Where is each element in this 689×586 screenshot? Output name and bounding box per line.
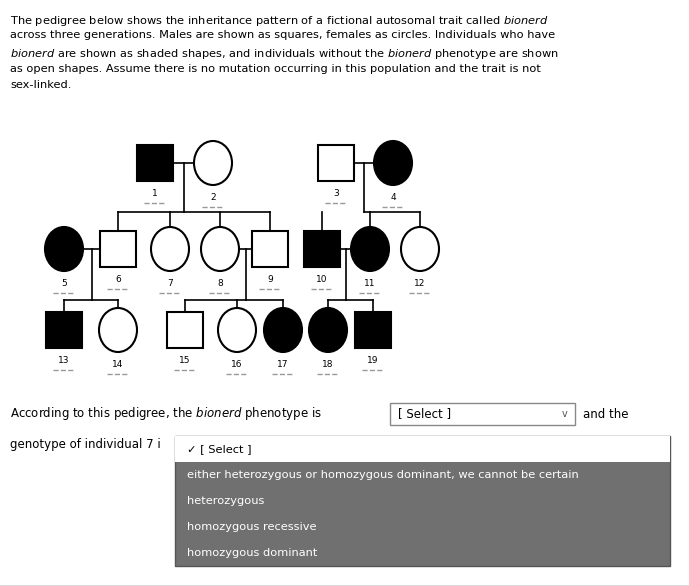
Bar — [100, 231, 136, 267]
Text: 6: 6 — [115, 275, 121, 284]
Text: 9: 9 — [267, 275, 273, 284]
Text: homozygous recessive: homozygous recessive — [187, 522, 316, 532]
Ellipse shape — [201, 227, 239, 271]
Text: 8: 8 — [217, 279, 223, 288]
Text: $\it{bionerd}$ are shown as shaded shapes, and individuals without the $\it{bion: $\it{bionerd}$ are shown as shaded shape… — [10, 47, 559, 61]
Text: 1: 1 — [152, 189, 158, 198]
Text: The pedigree below shows the inheritance pattern of a fictional autosomal trait : The pedigree below shows the inheritance… — [10, 14, 548, 28]
Text: 17: 17 — [277, 360, 289, 369]
Bar — [175, 436, 670, 462]
Text: genotype of individual 7 i: genotype of individual 7 i — [10, 438, 161, 451]
Ellipse shape — [264, 308, 302, 352]
Text: as open shapes. Assume there is no mutation occurring in this population and the: as open shapes. Assume there is no mutat… — [10, 63, 541, 73]
Text: 10: 10 — [316, 275, 328, 284]
Text: 12: 12 — [414, 279, 426, 288]
Text: 4: 4 — [390, 193, 395, 202]
Ellipse shape — [218, 308, 256, 352]
Text: 7: 7 — [167, 279, 173, 288]
Ellipse shape — [351, 227, 389, 271]
Bar — [318, 145, 354, 181]
Text: 13: 13 — [59, 356, 70, 365]
Bar — [46, 312, 82, 348]
Bar — [252, 231, 288, 267]
Text: across three generations. Males are shown as squares, females as circles. Indivi: across three generations. Males are show… — [10, 30, 555, 40]
Text: homozygous dominant: homozygous dominant — [187, 548, 318, 558]
Bar — [304, 231, 340, 267]
Bar — [355, 312, 391, 348]
Ellipse shape — [374, 141, 412, 185]
Bar — [390, 403, 575, 425]
Text: heterozygous: heterozygous — [187, 496, 265, 506]
Bar — [175, 436, 670, 566]
Ellipse shape — [151, 227, 189, 271]
Text: 19: 19 — [367, 356, 379, 365]
Text: 3: 3 — [333, 189, 339, 198]
Text: 16: 16 — [232, 360, 243, 369]
Text: v: v — [562, 409, 568, 419]
Text: 5: 5 — [61, 279, 67, 288]
Text: 11: 11 — [364, 279, 376, 288]
Bar — [137, 145, 173, 181]
Ellipse shape — [309, 308, 347, 352]
Text: 2: 2 — [210, 193, 216, 202]
Text: [ Select ]: [ Select ] — [398, 407, 451, 421]
Text: According to this pedigree, the $\it{bionerd}$ phenotype is: According to this pedigree, the $\it{bio… — [10, 405, 322, 422]
Text: 18: 18 — [322, 360, 333, 369]
Text: 15: 15 — [179, 356, 191, 365]
Ellipse shape — [194, 141, 232, 185]
Text: and the: and the — [583, 407, 628, 421]
Text: 14: 14 — [112, 360, 124, 369]
Ellipse shape — [401, 227, 439, 271]
Text: sex-linked.: sex-linked. — [10, 80, 72, 90]
Ellipse shape — [45, 227, 83, 271]
Ellipse shape — [99, 308, 137, 352]
Text: either heterozygous or homozygous dominant, we cannot be certain: either heterozygous or homozygous domina… — [187, 470, 579, 480]
Text: ✓ [ Select ]: ✓ [ Select ] — [187, 444, 251, 454]
Bar — [167, 312, 203, 348]
